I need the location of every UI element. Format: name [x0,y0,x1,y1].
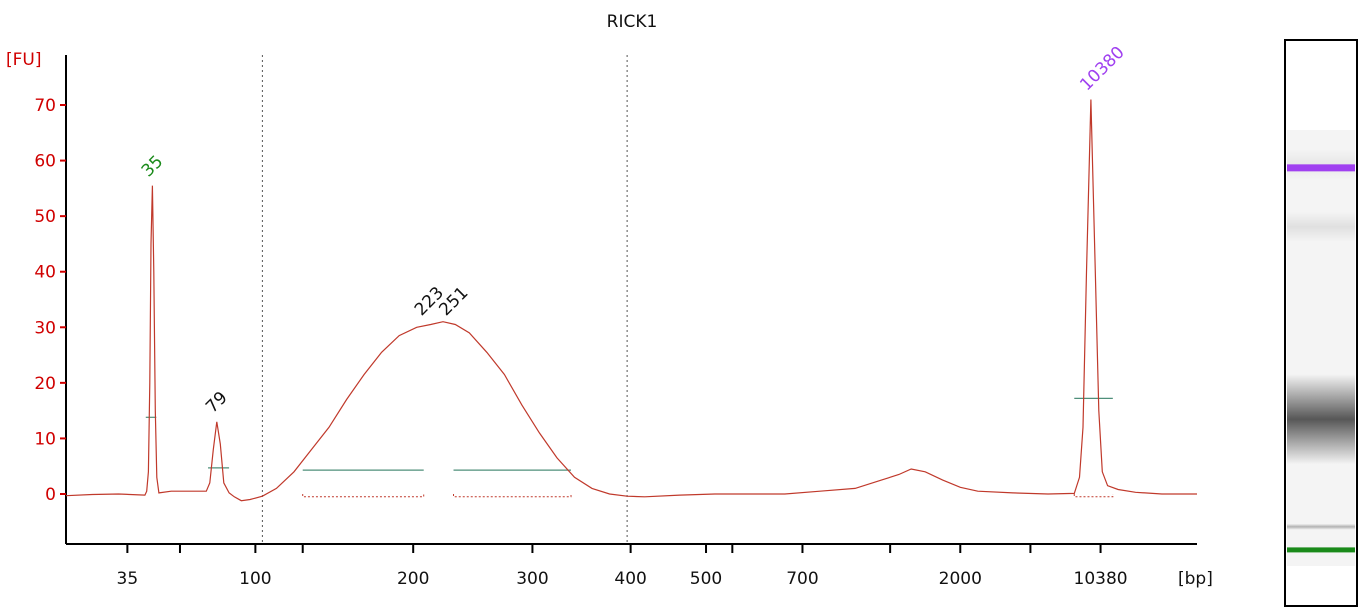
peak-label: 251 [435,283,472,320]
gel-band [1287,211,1355,242]
x-tick-label: 10380 [1074,569,1128,589]
y-tick-label: 10 [34,429,56,449]
x-tick-label: 700 [786,569,818,589]
x-tick-label: 200 [397,569,429,589]
region-baseline [1073,493,1114,498]
x-tick-label: 100 [239,569,271,589]
y-tick-label: 40 [34,263,56,283]
y-tick-label: 20 [34,374,56,394]
y-tick-label: 60 [34,152,56,172]
x-tick-label: 300 [516,569,548,589]
y-tick-label: 50 [34,207,56,227]
gel-band [1287,523,1355,530]
x-tick-label: 35 [117,569,139,589]
chart-title: RICK1 [607,12,658,32]
plot-area: 0 10 20 30 40 50 60 70 35 100 200 300 400 500 700 2000 1… [34,43,1197,589]
x-tick-label: 500 [690,569,722,589]
x-tick-label: 2000 [939,569,982,589]
y-tick-label: 0 [45,485,56,505]
trace-line [65,99,1197,502]
peak-label: 10380 [1076,43,1128,95]
x-axis-label: [bp] [1178,569,1213,589]
gel-band [1287,374,1355,465]
peak-label: 35 [138,152,167,181]
gel-background [1287,130,1355,566]
gel-upper-marker-band [1287,164,1355,172]
y-tick-label: 70 [34,96,56,116]
gel-lower-marker-band [1287,547,1355,553]
region-baseline [453,493,572,498]
x-tick-label: 400 [614,569,646,589]
region-baseline [302,493,425,498]
peak-label: 79 [202,388,231,417]
gel-lane [1284,39,1358,607]
y-axis-label: [FU] [6,50,42,70]
y-tick-label: 30 [34,318,56,338]
